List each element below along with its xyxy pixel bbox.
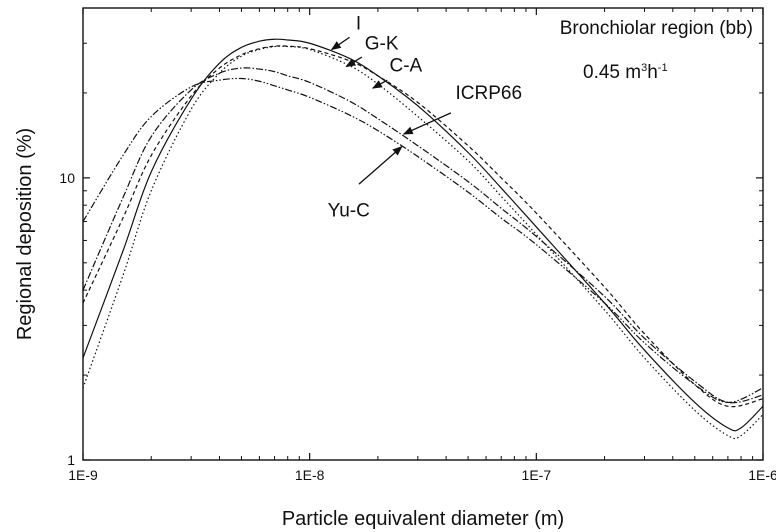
flow-rate-exponent-minus-1: -1 <box>658 62 668 74</box>
series-line-g-k <box>82 45 764 408</box>
x-axis-title: Particle equivalent diameter (m) <box>282 508 564 530</box>
series-label-g-k: G-K <box>365 34 399 55</box>
y-tick-label: 1 <box>67 452 75 468</box>
series-arrow-c-a <box>371 79 388 89</box>
series-label-c-a: C-A <box>389 56 422 77</box>
flow-rate-value: 0.45 m <box>583 62 641 83</box>
y-axis-title: Regional deposition (%) <box>14 128 36 340</box>
x-tick-label: 1E-8 <box>295 467 325 483</box>
series-layer <box>82 38 764 440</box>
flow-rate-unit-h: h <box>647 62 658 83</box>
series-label-yu-c: Yu-C <box>328 200 370 221</box>
arrow-layer: IG-KC-A ICRP66 Yu-C <box>328 14 522 222</box>
x-tick-label: 1E-7 <box>522 467 552 483</box>
series-arrow-yu-c <box>358 146 403 185</box>
flow-rate-annotation: 0.45 m3h-1 <box>583 62 668 83</box>
region-annotation: Bronchiolar region (bb) <box>560 18 753 39</box>
series-label-icrp66: ICRP66 <box>456 83 523 104</box>
series-arrow-g-k <box>345 56 363 68</box>
series-label-i: I <box>356 14 361 35</box>
tick-layer: 1E-9 1E-8 1E-7 1E-6 1 10 <box>59 7 776 483</box>
series-line-icrp66 <box>82 67 764 404</box>
series-line-i <box>82 38 764 432</box>
x-tick-label: 1E-6 <box>748 467 776 483</box>
series-line-yu-c <box>82 77 764 404</box>
y-tick-label: 10 <box>59 170 75 186</box>
flow-rate-exponent-3: 3 <box>641 62 647 74</box>
plot-frame <box>82 7 764 461</box>
series-arrow-icrp66 <box>402 112 452 135</box>
series-line-c-a <box>82 45 764 440</box>
x-tick-label: 1E-9 <box>68 467 98 483</box>
series-arrow-i <box>330 36 350 51</box>
